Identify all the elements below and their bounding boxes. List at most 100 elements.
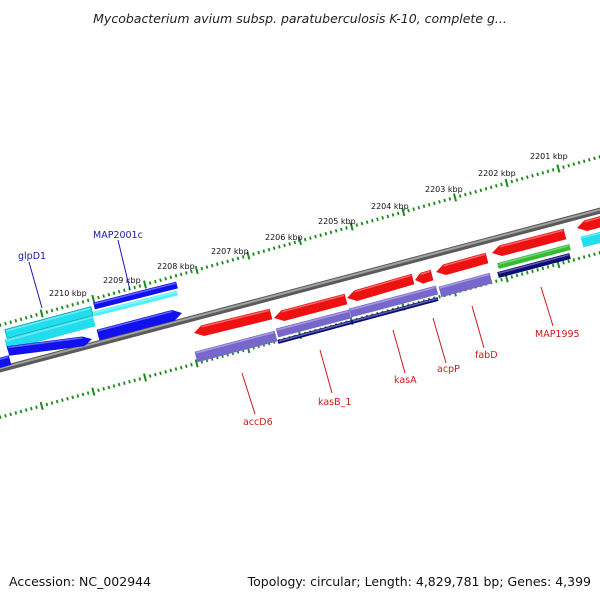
ruler-minor-tick (185, 364, 188, 368)
ruler-minor-tick (30, 314, 33, 319)
gene-arrow (274, 293, 348, 321)
ruler-major-tick (91, 294, 96, 304)
ruler-minor-tick (169, 275, 173, 280)
ruler-minor-tick (19, 317, 23, 322)
ruler-minor-tick (148, 281, 152, 285)
ruler-minor-tick (577, 160, 581, 165)
ruler-minor-tick (381, 216, 384, 220)
ruler-minor-tick (148, 374, 152, 378)
ruler-minor-tick (24, 316, 28, 320)
ruler-minor-tick (262, 249, 266, 253)
ruler-label: 2207 kbp (211, 247, 249, 256)
ruler-minor-tick (386, 214, 390, 219)
ruler-minor-tick (252, 252, 255, 256)
ruler-minor-tick (97, 388, 100, 393)
gene-label-kasa[interactable]: kasA (394, 375, 417, 386)
leader-line (28, 261, 43, 309)
arrow-highlight (420, 270, 431, 276)
ruler-minor-tick (572, 258, 576, 262)
ruler-minor-tick (515, 273, 519, 278)
gene-arrow (436, 252, 489, 275)
ruler-minor-tick (107, 292, 111, 297)
ruler-minor-tick (562, 260, 565, 265)
arrow-highlight (195, 331, 275, 354)
gene-label-accd6[interactable]: accD6 (243, 417, 273, 428)
ruler-major-tick (298, 236, 302, 246)
ruler-minor-tick (593, 252, 596, 257)
ruler-minor-tick (510, 179, 514, 184)
ruler-minor-tick (288, 242, 291, 246)
ruler-minor-tick (582, 159, 586, 164)
gene-label-glpd1[interactable]: glpD1 (18, 251, 46, 262)
ruler-minor-tick (66, 396, 69, 401)
gene-arrow (194, 308, 273, 336)
ruler-minor-tick (536, 268, 539, 272)
cds-arrow (4, 315, 96, 351)
gene-arrow (492, 228, 567, 256)
ruler-minor-tick (531, 173, 534, 178)
ruler-minor-tick (81, 300, 85, 304)
gene-arrow (0, 355, 12, 368)
ruler-minor-tick (520, 272, 524, 276)
ruler-minor-tick (464, 192, 467, 197)
gene-label-acpp[interactable]: acpP (437, 364, 460, 375)
ruler-minor-tick (510, 275, 514, 279)
ruler-minor-tick (324, 231, 328, 236)
gene-label-kasb-1[interactable]: kasB_1 (318, 397, 351, 408)
ruler-minor-tick (61, 305, 64, 310)
ruler-major-tick (194, 359, 199, 368)
ruler-minor-tick (427, 202, 431, 207)
ruler-minor-tick (35, 405, 38, 410)
gene-leader-lines (28, 239, 554, 415)
arrow-highlight (94, 282, 176, 305)
ruler-minor-tick (567, 259, 570, 264)
ruler-minor-tick (546, 169, 550, 174)
ruler-minor-tick (174, 274, 178, 278)
gene-label-map1995[interactable]: MAP1995 (535, 329, 580, 340)
ruler-minor-tick (0, 415, 2, 419)
ruler-minor-tick (179, 365, 183, 370)
ruler-minor-tick (515, 178, 519, 182)
ruler-minor-tick (495, 184, 498, 188)
ruler-minor-tick (76, 394, 80, 398)
ruler-minor-tick (588, 158, 591, 162)
leader-line (117, 239, 131, 291)
ruler-minor-tick (216, 262, 219, 266)
feature-track (0, 216, 600, 368)
leader-line (392, 329, 406, 374)
ruler-minor-tick (391, 213, 395, 217)
arrow-highlight (352, 298, 438, 322)
gene-label-fabd[interactable]: fabD (475, 350, 498, 361)
ruler-major-tick (91, 387, 96, 396)
ruler-major-tick (453, 193, 457, 202)
arrow-highlight (201, 309, 270, 328)
ruler-major-tick (143, 373, 147, 382)
ruler-minor-tick (55, 399, 59, 404)
arrow-highlight (281, 294, 345, 313)
ruler-minor-tick (293, 240, 297, 245)
cds-arrow (4, 306, 94, 339)
ruler-minor-tick (551, 263, 555, 268)
ruler-minor-tick (35, 313, 38, 317)
ruler-minor-tick (159, 371, 162, 376)
ruler-major-tick (39, 309, 44, 318)
ruler-minor-tick (164, 276, 167, 281)
arrow-highlight (94, 291, 176, 314)
ruler-minor-tick (474, 189, 477, 194)
ruler-minor-tick (443, 198, 446, 203)
ruler-minor-tick (4, 321, 7, 326)
ruler-minor-tick (479, 188, 483, 193)
ruler-label: 2210 kbp (49, 289, 87, 298)
gene-label-map2001c[interactable]: MAP2001c (93, 230, 143, 241)
ruler-minor-tick (76, 301, 80, 306)
ruler-minor-tick (412, 207, 415, 211)
cds-arrow (438, 272, 493, 298)
ruler-label: 2203 kbp (425, 185, 463, 194)
ruler-minor-tick (179, 272, 183, 277)
ruler-minor-tick (531, 269, 534, 274)
ruler-minor-tick (241, 255, 245, 259)
ruler-label: 2208 kbp (157, 262, 195, 271)
arrow-highlight (443, 253, 486, 267)
ruler-minor-tick (314, 234, 317, 239)
cds-arrow (497, 253, 571, 278)
